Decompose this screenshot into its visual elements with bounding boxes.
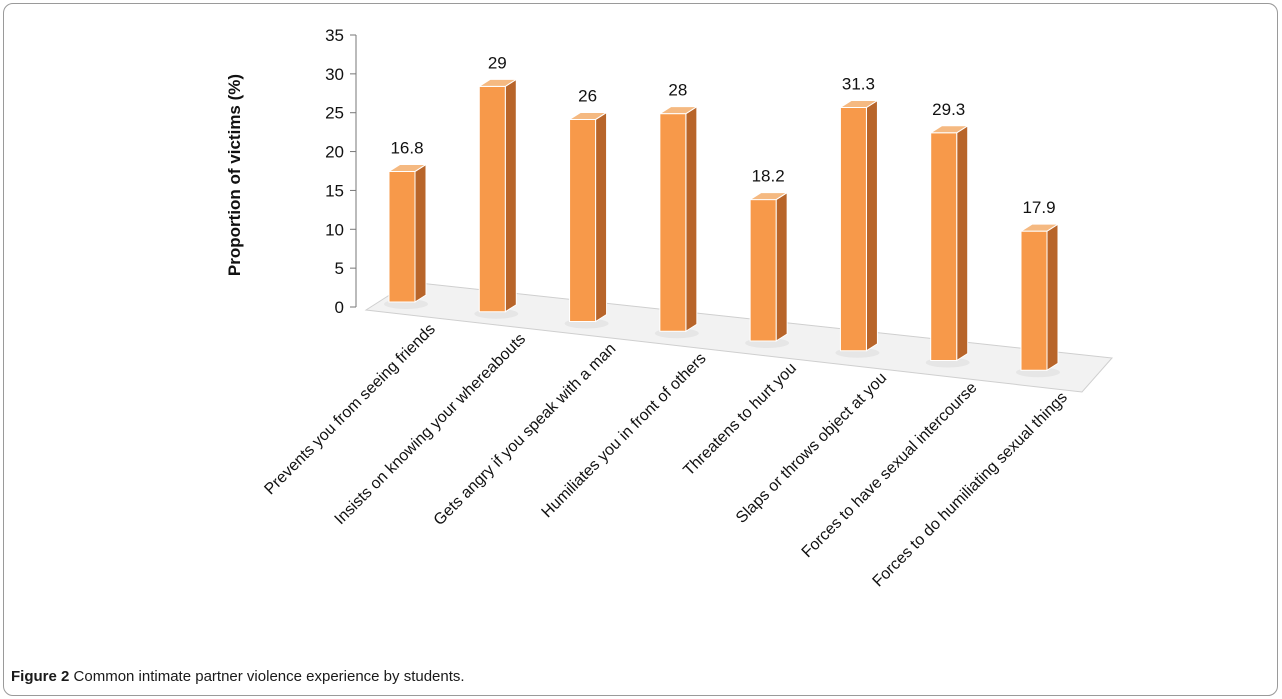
bar-top-face xyxy=(567,111,609,120)
y-tick-label: 25 xyxy=(325,104,344,123)
bar-top-face xyxy=(387,163,428,172)
data-labels: 16.8 29 26 28 18.2 31.3 29.3 17.9 xyxy=(390,53,1055,217)
figure-caption: Figure 2 Common intimate partner violenc… xyxy=(11,668,465,685)
bar xyxy=(1016,223,1060,378)
category-label: Gets angry if you speak with a man xyxy=(431,340,620,529)
y-axis: 0 5 10 15 20 25 30 35 xyxy=(325,26,357,317)
y-tick-label: 15 xyxy=(325,181,344,200)
bar-side-face xyxy=(595,111,608,323)
data-label: 17.9 xyxy=(1022,198,1055,217)
caption-text: Common intimate partner violence experie… xyxy=(73,668,465,685)
bar-side-face xyxy=(414,163,427,303)
bar-front-face xyxy=(930,132,958,362)
bar-top-face xyxy=(928,125,970,134)
data-label: 28 xyxy=(668,81,687,100)
bar-side-face xyxy=(504,78,517,313)
bar xyxy=(474,78,519,319)
bar xyxy=(384,163,428,309)
bar-side-face xyxy=(685,105,698,333)
bar xyxy=(654,105,699,339)
y-tick-label: 0 xyxy=(335,298,344,317)
data-label: 16.8 xyxy=(390,138,423,157)
y-tick-label: 20 xyxy=(325,143,344,162)
caption-label: Figure 2 xyxy=(11,668,70,685)
y-axis-label: Proportion of victims (%) xyxy=(225,74,244,276)
bar-top-face xyxy=(748,192,789,201)
data-label: 18.2 xyxy=(752,167,785,186)
bar-top-face xyxy=(477,78,519,87)
data-label: 31.3 xyxy=(842,75,875,94)
category-label: Threatens to hurt you xyxy=(680,360,800,480)
bar xyxy=(835,99,880,358)
y-tick-label: 5 xyxy=(335,259,344,278)
y-tick-label: 10 xyxy=(325,220,344,239)
bar-side-face xyxy=(956,124,969,362)
y-tick-label: 30 xyxy=(325,65,344,84)
bar xyxy=(745,191,790,349)
bar-top-face xyxy=(1019,223,1060,232)
bar-front-face xyxy=(659,113,687,332)
bar-front-face xyxy=(388,170,416,303)
bar xyxy=(564,111,609,329)
category-label: Insists on knowing your whereabouts xyxy=(332,331,530,529)
y-tick-label: 35 xyxy=(325,26,344,45)
bars xyxy=(384,78,1060,378)
bar-front-face xyxy=(1020,230,1048,371)
category-label: Forces to have sexual intercourse xyxy=(799,379,981,561)
bar-front-face xyxy=(569,118,597,323)
bar-front-face xyxy=(749,199,777,342)
data-label: 29.3 xyxy=(932,100,965,119)
bar-front-face xyxy=(839,107,867,352)
category-label: Forces to do humiliating sexual things xyxy=(870,389,1071,590)
bar-top-face xyxy=(838,100,880,109)
bar-top-face xyxy=(658,106,699,115)
bar-side-face xyxy=(865,99,878,352)
bar-front-face xyxy=(478,85,506,313)
bar-side-face xyxy=(1046,223,1059,372)
category-label: Humiliates you in front of others xyxy=(539,350,710,521)
bar-side-face xyxy=(775,191,788,342)
data-label: 26 xyxy=(578,86,597,105)
bar xyxy=(925,124,970,368)
data-label: 29 xyxy=(488,53,507,72)
category-label: Prevents you from seeing friends xyxy=(261,321,438,498)
figure-frame xyxy=(3,3,1278,696)
